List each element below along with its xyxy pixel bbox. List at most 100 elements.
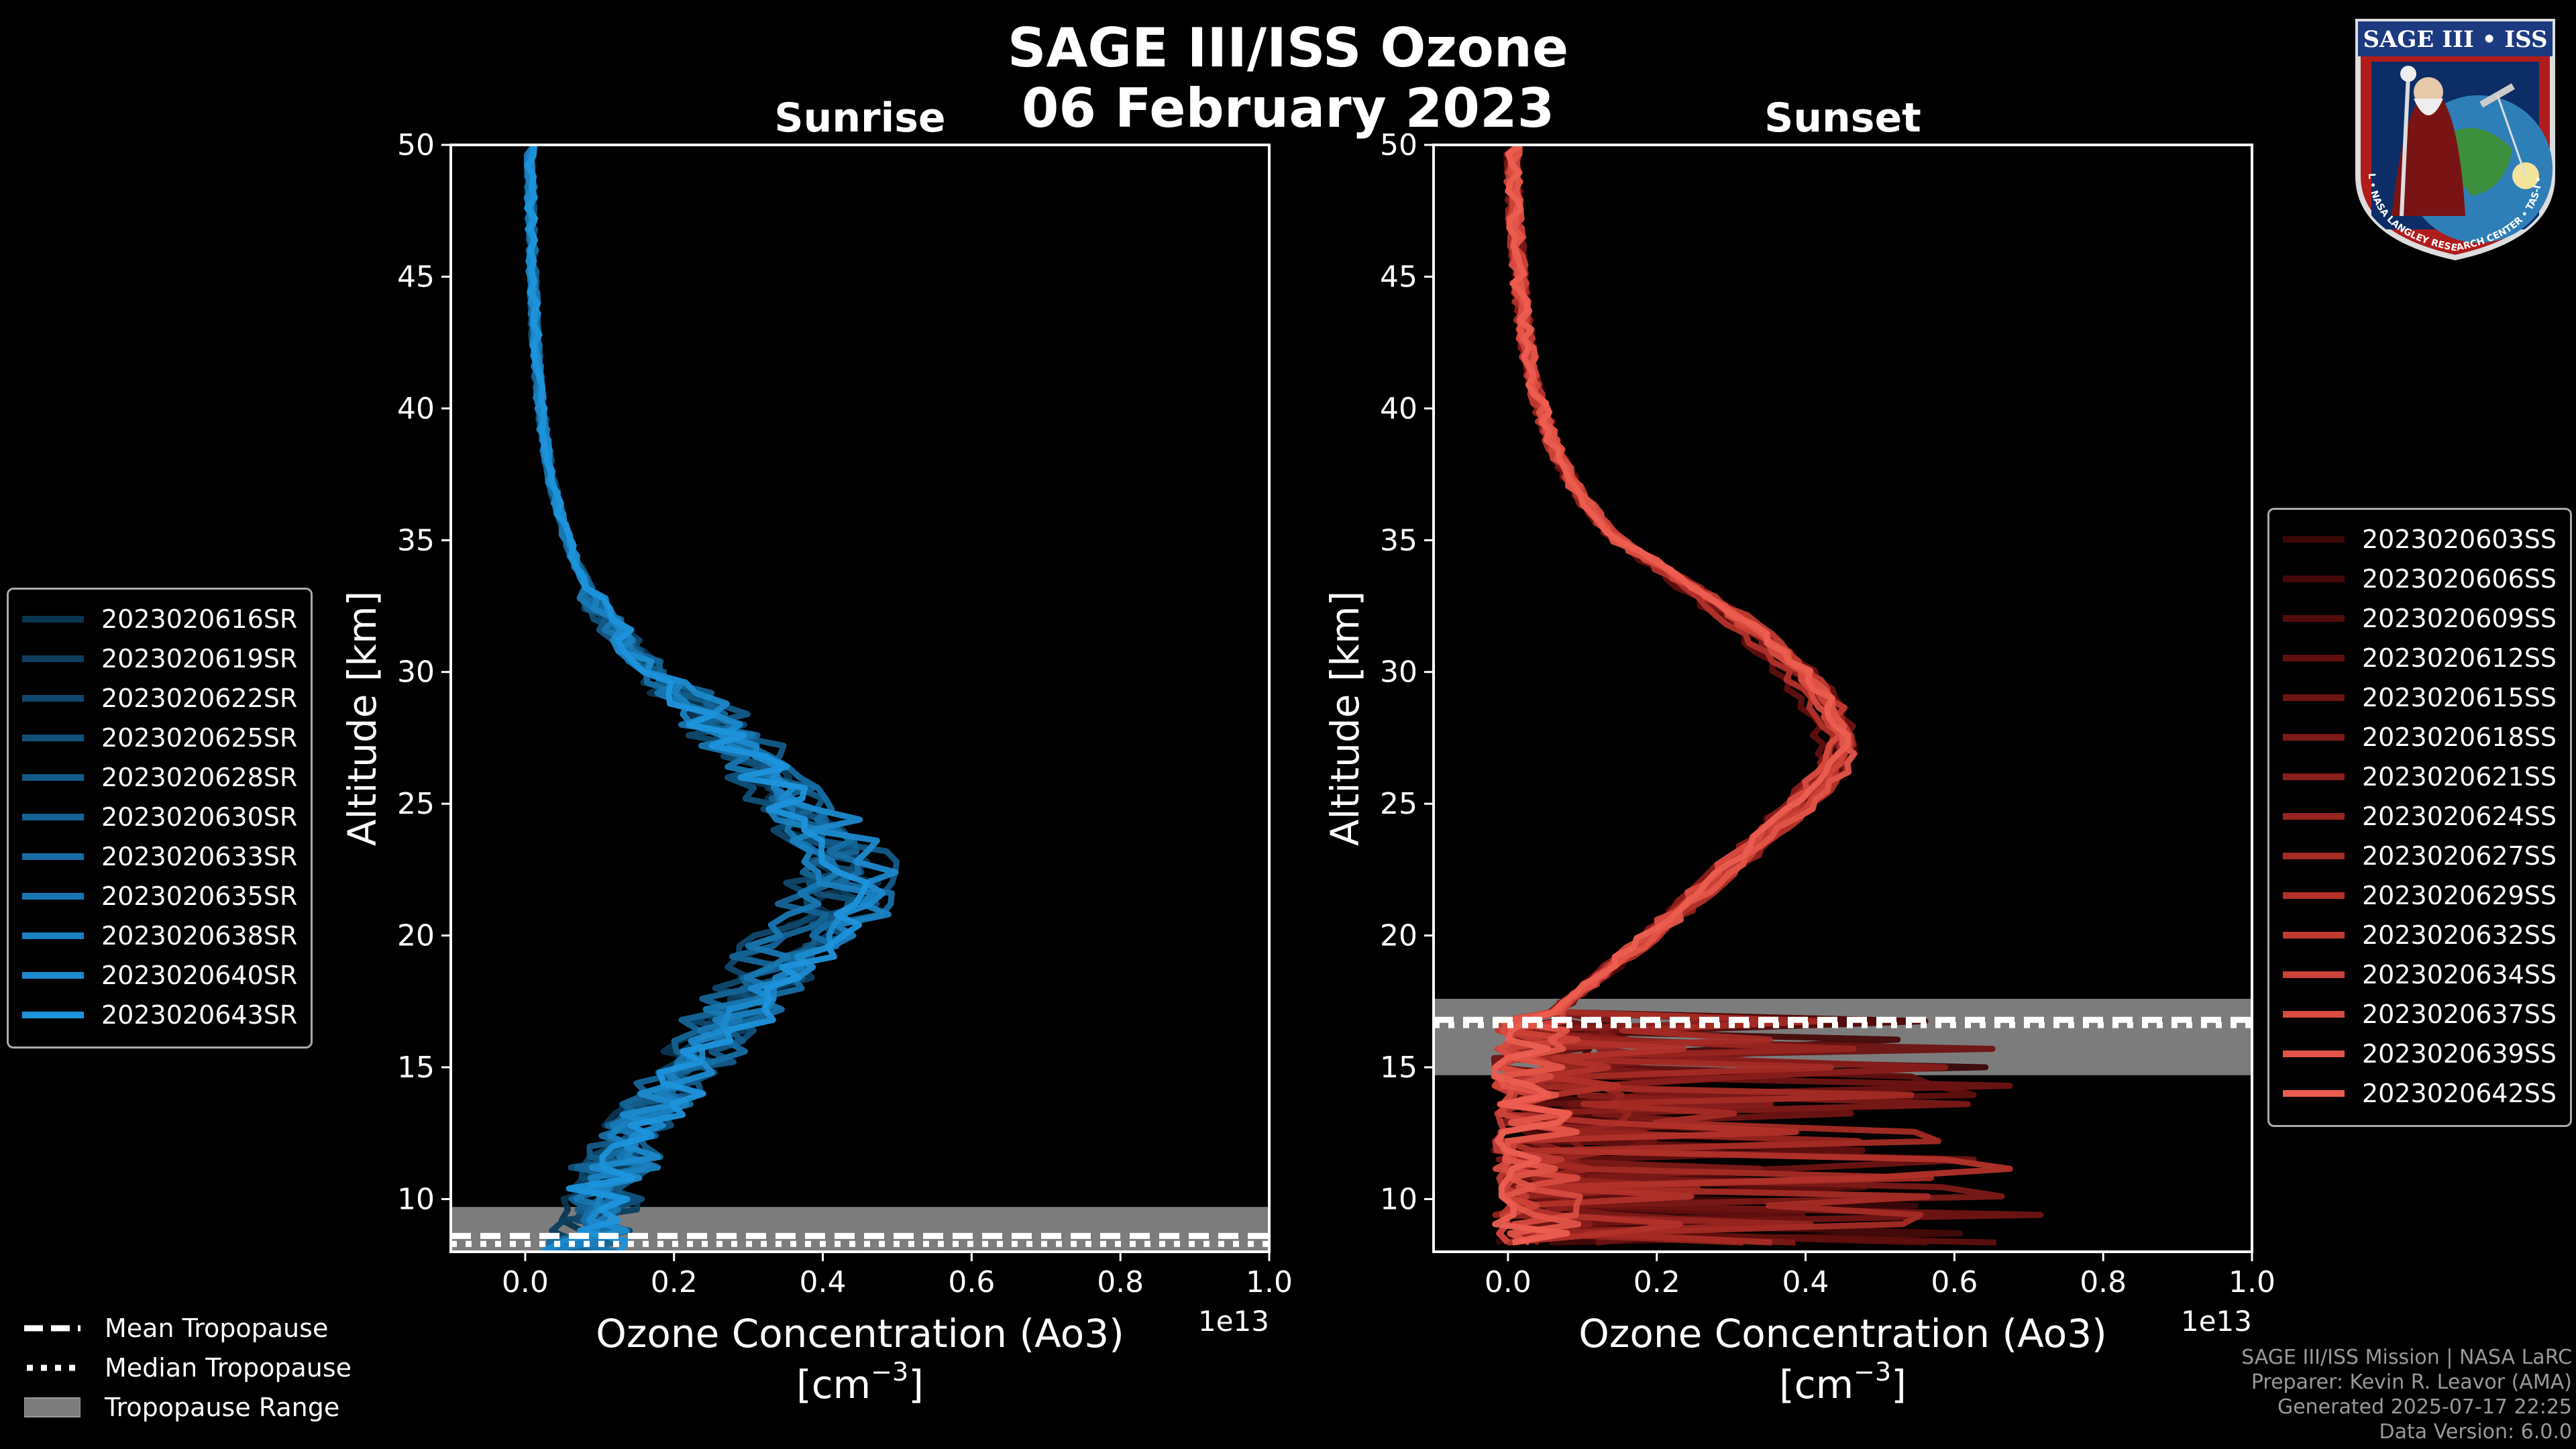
legend-entry: 2023020624SS — [2283, 796, 2557, 836]
x-tick-label: 1.0 — [2229, 1265, 2275, 1299]
units-base: [cm — [796, 1362, 871, 1407]
legend-swatch — [2283, 773, 2345, 780]
legend-label: 2023020639SS — [2362, 1038, 2557, 1069]
legend-label: 2023020624SS — [2362, 801, 2557, 831]
legend-swatch — [22, 853, 84, 860]
x-tick-label: 0.0 — [1485, 1265, 1532, 1299]
legend-entry: 2023020632SS — [2283, 915, 2557, 955]
legend-entry: 2023020627SS — [2283, 836, 2557, 875]
legend-label: Tropopause Range — [105, 1392, 340, 1422]
legend-label: 2023020638SR — [101, 920, 298, 951]
legend-entry: 2023020630SR — [22, 797, 297, 837]
y-tick-label: 20 — [1380, 919, 1417, 953]
units-base: [cm — [1779, 1362, 1854, 1407]
legend-swatch — [2283, 892, 2345, 899]
profile-line-2023020640SR — [523, 145, 899, 1252]
legend-swatch — [2283, 1089, 2345, 1097]
range-patch-icon — [24, 1397, 80, 1417]
dashed-line-icon — [24, 1325, 80, 1331]
legend-entry: 2023020643SR — [22, 995, 297, 1034]
legend-label: 2023020634SS — [2362, 959, 2557, 989]
y-tick-label: 40 — [397, 392, 435, 426]
legend-entry: 2023020619SR — [22, 639, 297, 678]
legend-swatch — [22, 615, 84, 623]
legend-swatch — [22, 694, 84, 702]
legend-label: 2023020630SR — [101, 802, 298, 832]
y-tick-label: 30 — [1380, 655, 1417, 690]
y-tick-label: 10 — [397, 1182, 435, 1216]
legend-swatch — [2283, 694, 2345, 701]
legend-entry: 2023020609SS — [2283, 598, 2557, 638]
panel-title: Sunrise — [774, 95, 945, 142]
legend-swatch — [22, 892, 84, 900]
legend-entry: 2023020621SS — [2283, 757, 2557, 796]
legend-entry: 2023020638SR — [22, 916, 297, 955]
credit-line: Preparer: Kevin R. Leavor (AMA) — [2251, 1371, 2572, 1394]
legend-swatch — [2283, 733, 2345, 741]
y-tick-label: 45 — [397, 260, 435, 294]
legend-label: 2023020618SS — [2362, 722, 2557, 752]
legend-swatch — [2283, 654, 2345, 661]
x-tick-label: 0.8 — [1097, 1265, 1144, 1299]
x-tick-label: 0.6 — [948, 1265, 995, 1299]
legend-entry: 2023020635SR — [22, 876, 297, 916]
y-tick-label: 30 — [397, 655, 435, 690]
figure-title-line1: SAGE III/ISS Ozone — [1007, 17, 1569, 79]
legend-entry: 2023020625SR — [22, 718, 297, 757]
legend-entry: 2023020633SR — [22, 837, 297, 876]
sunrise-legend: 2023020616SR 2023020619SR 2023020622SR 2023… — [7, 588, 313, 1049]
legend-label: 2023020635SR — [101, 881, 298, 911]
legend-label: 2023020619SR — [101, 643, 298, 674]
legend-entry: 2023020642SS — [2283, 1073, 2557, 1113]
x-tick-label: 0.0 — [502, 1265, 549, 1299]
legend-entry: 2023020629SS — [2283, 875, 2557, 915]
legend-label: 2023020632SS — [2362, 920, 2557, 950]
legend-entry: 2023020637SS — [2283, 994, 2557, 1034]
legend-tropopause-range: Tropopause Range — [24, 1387, 352, 1427]
y-tick-label: 15 — [397, 1051, 435, 1085]
legend-label: 2023020603SS — [2362, 524, 2557, 554]
legend-label: 2023020627SS — [2362, 841, 2557, 871]
legend-entry: 2023020618SS — [2283, 717, 2557, 757]
plot-frame — [1432, 144, 2253, 1253]
profile-line-2023020642SS — [1491, 145, 1851, 1246]
legend-swatch — [2283, 575, 2345, 582]
x-tick-label: 0.8 — [2080, 1265, 2127, 1299]
legend-swatch — [2283, 1050, 2345, 1057]
legend-label: Mean Tropopause — [105, 1313, 329, 1343]
legend-label: 2023020637SS — [2362, 999, 2557, 1029]
legend-entry: 2023020603SS — [2283, 519, 2557, 559]
legend-entry: 2023020612SS — [2283, 638, 2557, 678]
legend-label: 2023020633SR — [101, 841, 298, 871]
y-tick-label: 50 — [397, 128, 435, 162]
legend-mean-tropopause: Mean Tropopause — [24, 1308, 352, 1348]
legend-entry: 2023020640SR — [22, 955, 297, 995]
legend-label: 2023020622SR — [101, 683, 298, 713]
x-axis-label: Ozone Concentration (Ao3) — [596, 1311, 1124, 1356]
legend-label: 2023020606SS — [2362, 564, 2557, 594]
y-tick-label: 35 — [1380, 523, 1417, 557]
credit-line: Generated 2025-07-17 22:25 — [2277, 1395, 2572, 1419]
legend-swatch — [22, 813, 84, 820]
legend-label: 2023020609SS — [2362, 603, 2557, 633]
legend-swatch — [22, 655, 84, 662]
y-axis-label: Altitude [km] — [1322, 591, 1368, 846]
profile-lines — [523, 145, 900, 1252]
credit-line: SAGE III/ISS Mission | NASA LaRC — [2241, 1346, 2572, 1369]
x-tick-label: 0.4 — [1782, 1265, 1829, 1299]
y-tick-label: 45 — [1380, 260, 1417, 294]
units-exponent: −3 — [1854, 1357, 1891, 1387]
legend-entry: 2023020615SS — [2283, 678, 2557, 717]
legend-label: 2023020628SR — [101, 762, 298, 792]
legend-entry: 2023020622SR — [22, 678, 297, 718]
y-axis-label: Altitude [km] — [339, 591, 385, 846]
y-tick-label: 50 — [1380, 128, 1417, 162]
x-tick-label: 1.0 — [1246, 1265, 1293, 1299]
profile-line-2023020643SR — [524, 145, 870, 1252]
sunrise-panel: 0.0 0.2 0.4 0.6 0.8 1.0 10 15 20 25 30 35 40 45 50 1e13… — [339, 95, 1293, 1407]
legend-entry: 2023020616SR — [22, 599, 297, 639]
dotted-line-icon — [27, 1364, 80, 1371]
legend-label: 2023020621SS — [2362, 761, 2557, 792]
credits-block: SAGE III/ISS Mission | NASA LaRC Prepare… — [2241, 1345, 2572, 1444]
legend-swatch — [22, 1011, 84, 1018]
